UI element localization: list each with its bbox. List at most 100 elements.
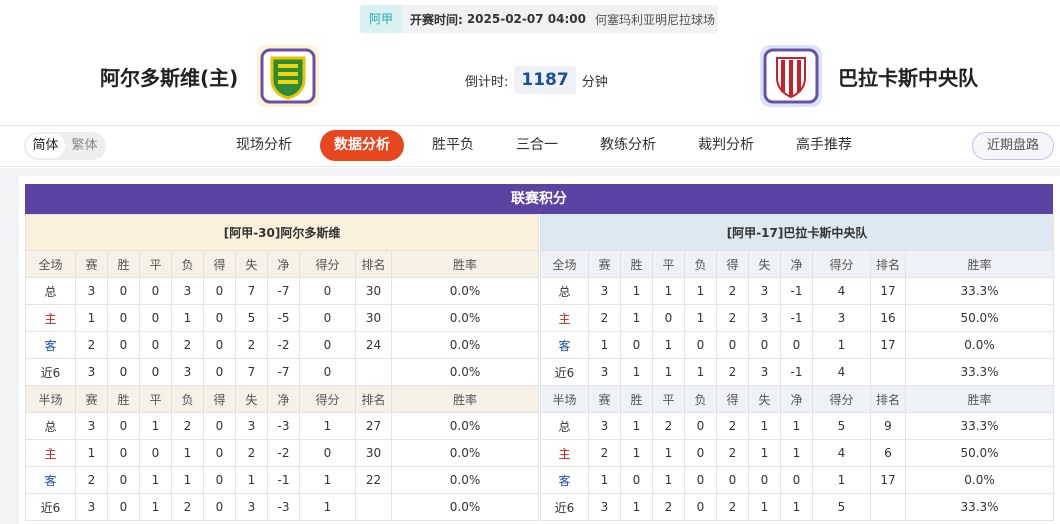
table-cell: 0 [107,466,140,494]
table-cell: 3 [588,412,621,440]
table-cell: 0.0% [904,331,1055,359]
table-cell: 0 [748,331,781,359]
recent-odds-button[interactable]: 近期盘路 [972,132,1054,160]
column-header: 平 [652,385,685,413]
table-cell: 7 [235,277,268,305]
language-toggle: 简体 繁体 [24,132,106,160]
column-header: 得分 [812,385,871,413]
column-header: 负 [171,250,204,278]
table-cell: 6 [870,439,906,467]
table-cell: 2 [588,439,621,467]
table-cell: 2 [716,358,749,386]
nav-tab[interactable]: 高手推荐 [796,137,852,153]
table-cell: -3 [267,412,300,440]
header-row: 全场赛胜平负得失净得分 排名 胜率 [25,250,540,278]
table-cell: 3 [235,412,268,440]
table-cell: -7 [267,358,300,386]
column-header: 排名 [355,385,392,413]
data-row: 总 3 0 1 2 0 3 -3 1 27 0.0% [25,412,540,440]
table-cell: 3 [75,277,108,305]
table-cell: 2 [652,412,685,440]
table-cell: 0 [107,439,140,467]
league: 阿甲 [360,5,403,33]
nav-tab[interactable]: 数据分析 [320,130,404,161]
header-row: 全场赛胜平负得失净得分 排名 胜率 [540,250,1055,278]
table-cell: 3 [171,358,204,386]
language-option[interactable]: 简体 [26,134,65,158]
table-cell: 客 [540,331,589,359]
table-cell: 0.0% [390,304,540,332]
column-header: 排名 [355,250,392,278]
column-header: 半场 [540,385,589,413]
column-header: 得分 [299,250,356,278]
venue: 何塞玛利亚明尼拉球场 [594,12,715,27]
table-cell: 0 [139,331,172,359]
table-cell: 1 [171,304,204,332]
table-cell: 7 [235,358,268,386]
table-cell: 0 [203,331,236,359]
data-row: 客 2 0 0 2 0 2 -2 0 24 0.0% [25,331,540,359]
table-cell: 1 [748,493,781,521]
table-cell: 0.0% [390,439,540,467]
table-cell: 3 [748,304,781,332]
data-row: 客 1 0 1 0 0 0 0 1 17 0.0% [540,466,1055,494]
table-cell: 3 [75,358,108,386]
nav-tab[interactable]: 现场分析 [236,137,292,153]
table-cell: 1 [139,493,172,521]
data-row: 近6 3 0 1 2 0 3 -3 1 0.0% [25,493,540,521]
table-cell: 0 [203,304,236,332]
table-cell: 4 [812,358,871,386]
column-header: 得 [203,385,236,413]
column-header: 得 [716,250,749,278]
countdown-value: 1187 [514,66,576,94]
table-cell: 33.3% [904,412,1055,440]
table-cell: 0 [684,331,717,359]
nav-tabs: 现场分析 数据分析 胜平负 三合一 教练分析 裁判分析 高手推荐 [222,130,880,161]
away-team: 巴拉卡斯中央队 [838,66,978,90]
column-header: 全场 [25,250,76,278]
column-header: 平 [139,385,172,413]
table-cell: 17 [870,466,906,494]
table-cell: 0 [107,304,140,332]
nav-tab[interactable]: 教练分析 [600,137,656,153]
table-cell: 1 [780,439,813,467]
nav-tab[interactable]: 胜平负 [432,137,474,153]
table-cell: 1 [299,412,356,440]
standings-table: [阿甲-30]阿尔多斯维 全场赛胜平负得失净得分 排名 胜率总 3 0 0 3 0 7 -7 0 30 0… [24,214,540,521]
nav-tab[interactable]: 裁判分析 [698,137,754,153]
column-header: 赛 [75,385,108,413]
language-option[interactable]: 繁体 [71,138,98,153]
data-row: 客 1 0 1 0 0 0 0 1 17 0.0% [540,331,1055,359]
kickoff-time: 2025-02-07 04:00 [466,12,586,26]
table-cell: 0 [780,466,813,494]
table-cell: 2 [716,304,749,332]
column-header: 胜 [620,250,653,278]
table-cell: 0 [748,466,781,494]
table-cell: 3 [75,493,108,521]
nav-tab[interactable]: 三合一 [516,137,558,153]
table-cell: -1 [780,304,813,332]
table-cell: 0 [652,304,685,332]
table-cell: 1 [620,439,653,467]
table-cell: 2 [716,412,749,440]
table-cell: 1 [652,466,685,494]
table-cell: 1 [812,331,871,359]
table-cell: 2 [171,493,204,521]
table-cell: 5 [235,304,268,332]
section-title: 联赛积分 [25,184,1053,214]
table-cell: 1 [620,493,653,521]
data-row: 近6 3 1 1 1 2 3 -1 4 33.3% [540,358,1055,386]
table-cell: 1 [588,466,621,494]
countdown: 倒计时: 1187 分钟 [465,66,608,94]
table-cell: 近6 [25,358,76,386]
table-cell: 0 [299,277,356,305]
table-cell: 客 [25,331,76,359]
table-cell: 1 [684,304,717,332]
table-cell: 0.0% [390,277,540,305]
data-row: 主 2 1 1 0 2 1 1 4 6 50.0% [540,439,1055,467]
table-cell: 0 [139,358,172,386]
table-cell: 5 [812,493,871,521]
table-cell: 近6 [25,493,76,521]
table-cell: 总 [25,277,76,305]
